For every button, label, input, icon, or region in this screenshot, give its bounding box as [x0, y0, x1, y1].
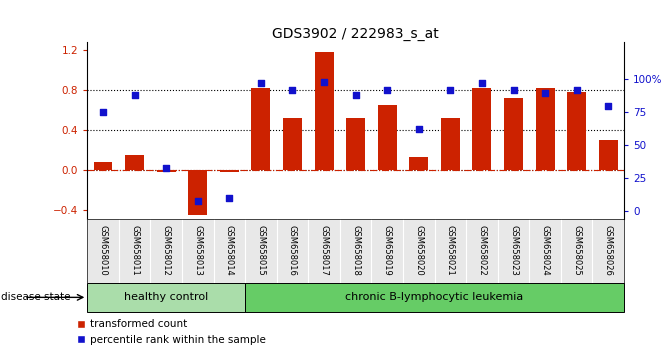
Text: GSM658022: GSM658022	[478, 224, 486, 275]
Point	[603, 103, 613, 109]
Text: GSM658019: GSM658019	[382, 224, 392, 275]
Text: healthy control: healthy control	[124, 292, 208, 302]
Bar	[245, 283, 624, 312]
Text: disease state: disease state	[1, 292, 71, 302]
Point	[413, 127, 424, 132]
Point	[508, 87, 519, 93]
Bar	[504, 98, 523, 170]
Bar	[441, 118, 460, 170]
Point	[476, 80, 487, 86]
Bar	[378, 105, 397, 170]
Bar	[567, 92, 586, 170]
Point	[130, 92, 140, 98]
Text: GSM658017: GSM658017	[319, 224, 329, 275]
Text: chronic B-lymphocytic leukemia: chronic B-lymphocytic leukemia	[346, 292, 523, 302]
Bar	[125, 155, 144, 170]
Text: GSM658016: GSM658016	[288, 224, 297, 275]
Bar	[93, 162, 113, 170]
Title: GDS3902 / 222983_s_at: GDS3902 / 222983_s_at	[272, 28, 439, 41]
Text: GSM658014: GSM658014	[225, 224, 234, 275]
Point	[571, 87, 582, 93]
Text: GSM658010: GSM658010	[99, 224, 107, 275]
Point	[445, 87, 456, 93]
Text: GSM658020: GSM658020	[414, 224, 423, 275]
Bar	[472, 88, 491, 170]
Point	[193, 198, 203, 204]
Legend: transformed count, percentile rank within the sample: transformed count, percentile rank withi…	[72, 315, 270, 349]
Bar	[157, 170, 176, 172]
Bar	[87, 283, 245, 312]
Text: GSM658021: GSM658021	[446, 224, 455, 275]
Point	[161, 165, 172, 171]
Text: GSM658013: GSM658013	[193, 224, 202, 275]
Text: GSM658018: GSM658018	[351, 224, 360, 275]
Bar	[599, 140, 618, 170]
Text: GSM658011: GSM658011	[130, 224, 139, 275]
Text: GSM658026: GSM658026	[604, 224, 613, 275]
Bar	[346, 118, 365, 170]
Text: GSM658025: GSM658025	[572, 224, 581, 275]
Text: GSM658015: GSM658015	[256, 224, 266, 275]
Bar	[409, 157, 428, 170]
Bar	[252, 88, 270, 170]
Bar	[189, 170, 207, 215]
Bar	[220, 170, 239, 172]
Point	[287, 87, 298, 93]
Text: GSM658012: GSM658012	[162, 224, 170, 275]
Point	[319, 79, 329, 85]
Point	[224, 195, 235, 201]
Point	[256, 80, 266, 86]
Point	[98, 109, 109, 115]
Text: GSM658023: GSM658023	[509, 224, 518, 275]
Bar	[283, 118, 302, 170]
Point	[382, 87, 393, 93]
Bar	[535, 88, 554, 170]
Point	[539, 90, 550, 96]
Bar	[315, 52, 333, 170]
Text: GSM658024: GSM658024	[541, 224, 550, 275]
Point	[350, 92, 361, 98]
